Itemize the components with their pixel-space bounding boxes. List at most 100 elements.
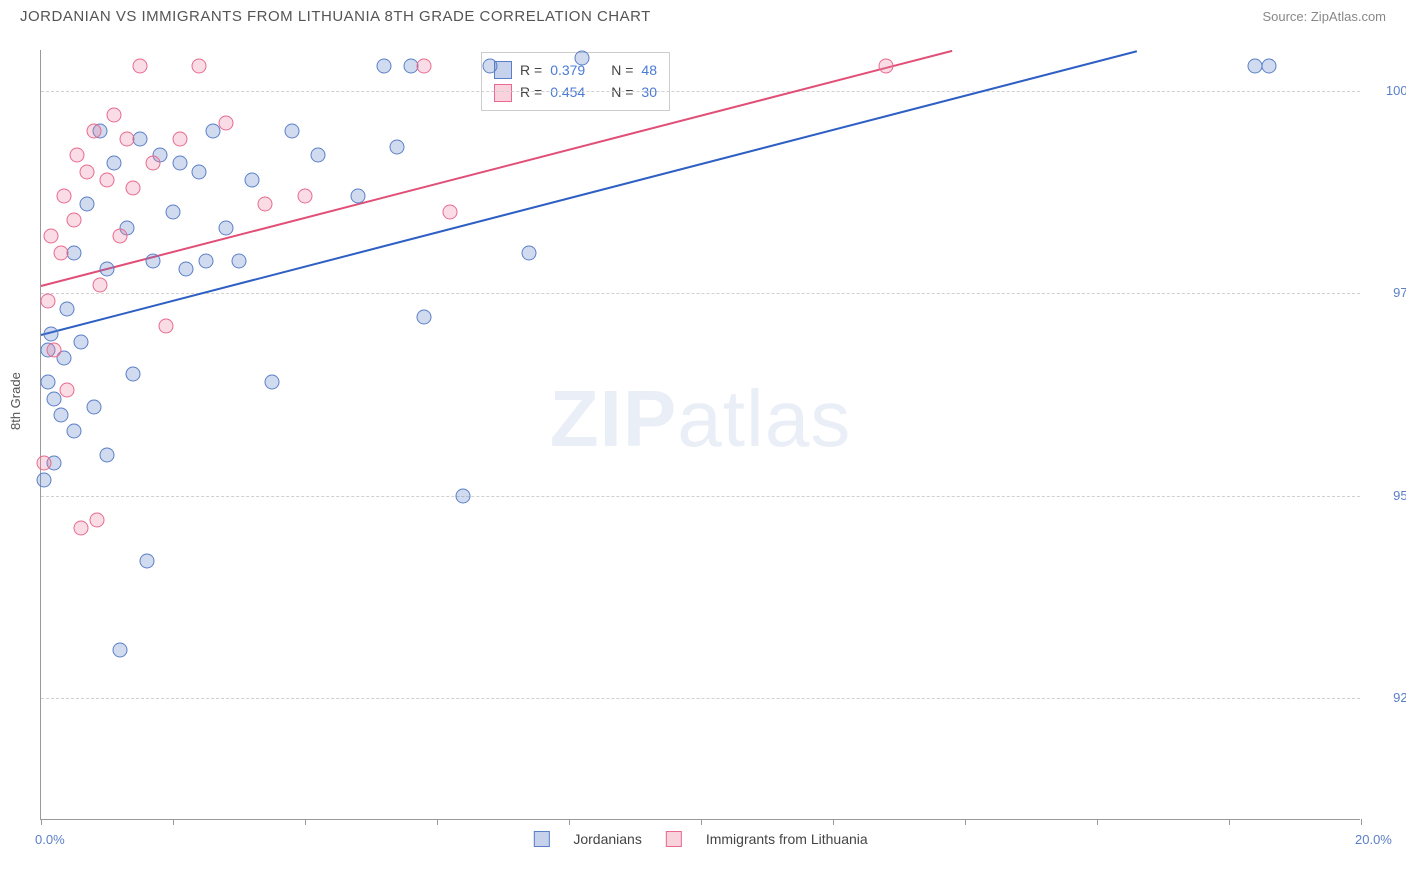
data-point: [146, 253, 161, 268]
xtick: [1097, 819, 1098, 825]
chart-title: JORDANIAN VS IMMIGRANTS FROM LITHUANIA 8…: [20, 8, 651, 25]
data-point: [86, 399, 101, 414]
data-point: [311, 148, 326, 163]
xtick: [173, 819, 174, 825]
xtick-label: 20.0%: [1355, 832, 1392, 847]
data-point: [47, 391, 62, 406]
source-label: Source: ZipAtlas.com: [1262, 9, 1386, 24]
data-point: [575, 51, 590, 66]
xtick: [833, 819, 834, 825]
data-point: [70, 148, 85, 163]
header: JORDANIAN VS IMMIGRANTS FROM LITHUANIA 8…: [0, 0, 1406, 29]
xtick: [305, 819, 306, 825]
data-point: [456, 488, 471, 503]
data-point: [43, 326, 58, 341]
data-point: [522, 245, 537, 260]
ytick-label: 97.5%: [1370, 285, 1406, 300]
data-point: [390, 140, 405, 155]
data-point: [80, 197, 95, 212]
data-point: [265, 375, 280, 390]
xtick: [1361, 819, 1362, 825]
xtick: [1229, 819, 1230, 825]
data-point: [232, 253, 247, 268]
data-point: [284, 124, 299, 139]
scatter-chart: ZIPatlas R = 0.379 N = 48 R = 0.454 N = …: [40, 50, 1360, 820]
ytick-label: 100.0%: [1370, 83, 1406, 98]
xtick: [569, 819, 570, 825]
data-point: [172, 132, 187, 147]
data-point: [218, 221, 233, 236]
data-point: [90, 513, 105, 528]
data-point: [205, 124, 220, 139]
legend-label-lithuania: Immigrants from Lithuania: [706, 831, 868, 847]
xtick: [41, 819, 42, 825]
data-point: [53, 407, 68, 422]
data-point: [100, 448, 115, 463]
legend-swatch-jordanians: [533, 831, 549, 847]
data-point: [133, 59, 148, 74]
xtick: [965, 819, 966, 825]
data-point: [192, 59, 207, 74]
data-point: [43, 229, 58, 244]
legend-label-jordanians: Jordanians: [573, 831, 642, 847]
y-axis-label: 8th Grade: [8, 372, 23, 430]
ytick-label: 92.5%: [1370, 690, 1406, 705]
data-point: [179, 261, 194, 276]
data-point: [482, 59, 497, 74]
data-point: [80, 164, 95, 179]
data-point: [172, 156, 187, 171]
swatch-pink: [494, 84, 512, 102]
legend-swatch-lithuania: [666, 831, 682, 847]
data-point: [350, 188, 365, 203]
xtick-label: 0.0%: [35, 832, 65, 847]
data-point: [218, 115, 233, 130]
data-point: [67, 245, 82, 260]
data-point: [40, 294, 55, 309]
data-point: [159, 318, 174, 333]
data-point: [119, 132, 134, 147]
data-point: [60, 383, 75, 398]
series-legend: Jordanians Immigrants from Lithuania: [533, 831, 867, 847]
data-point: [377, 59, 392, 74]
gridline: [41, 496, 1360, 497]
data-point: [37, 456, 52, 471]
data-point: [139, 553, 154, 568]
data-point: [113, 229, 128, 244]
data-point: [86, 124, 101, 139]
data-point: [878, 59, 893, 74]
data-point: [126, 367, 141, 382]
data-point: [146, 156, 161, 171]
data-point: [416, 59, 431, 74]
data-point: [47, 342, 62, 357]
data-point: [199, 253, 214, 268]
legend-row-lithuania: R = 0.454 N = 30: [494, 81, 657, 103]
data-point: [298, 188, 313, 203]
xtick: [701, 819, 702, 825]
data-point: [133, 132, 148, 147]
data-point: [40, 375, 55, 390]
data-point: [166, 205, 181, 220]
data-point: [37, 472, 52, 487]
data-point: [73, 334, 88, 349]
data-point: [113, 642, 128, 657]
data-point: [57, 188, 72, 203]
data-point: [67, 213, 82, 228]
data-point: [73, 521, 88, 536]
data-point: [93, 278, 108, 293]
data-point: [67, 423, 82, 438]
data-point: [416, 310, 431, 325]
data-point: [258, 197, 273, 212]
gridline: [41, 698, 1360, 699]
data-point: [60, 302, 75, 317]
gridline: [41, 91, 1360, 92]
data-point: [126, 180, 141, 195]
data-point: [53, 245, 68, 260]
data-point: [192, 164, 207, 179]
ytick-label: 95.0%: [1370, 488, 1406, 503]
data-point: [443, 205, 458, 220]
data-point: [100, 172, 115, 187]
gridline: [41, 293, 1360, 294]
data-point: [106, 156, 121, 171]
data-point: [100, 261, 115, 276]
xtick: [437, 819, 438, 825]
